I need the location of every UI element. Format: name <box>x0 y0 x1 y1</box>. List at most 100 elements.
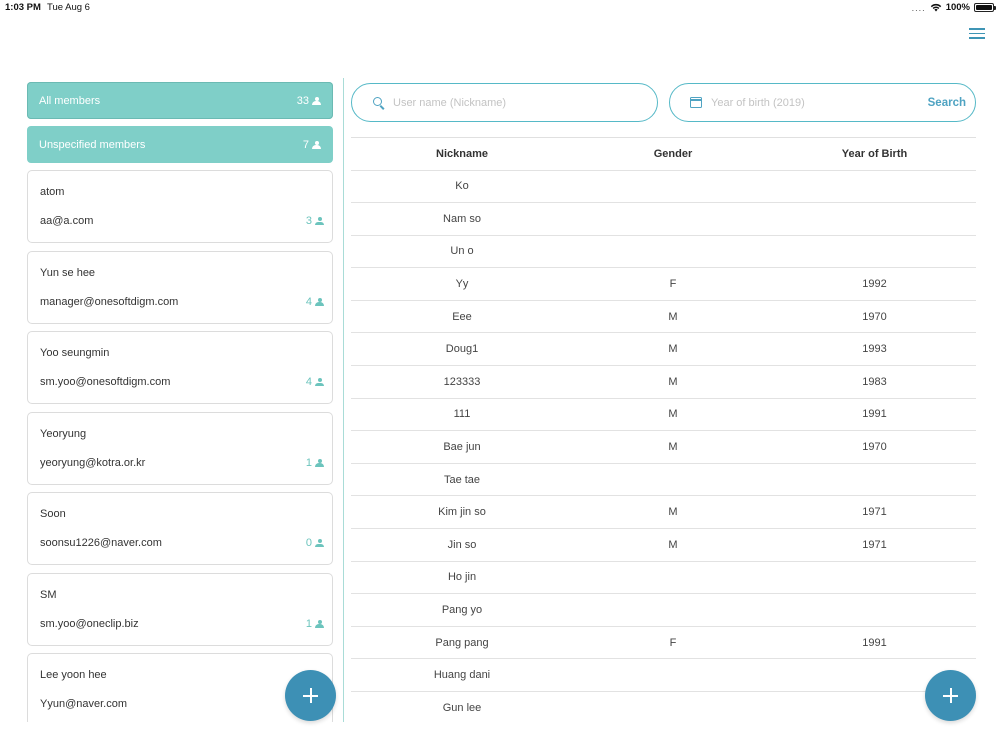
member-card[interactable]: Yeoryung yeoryung@kotra.or.kr 1 <box>27 411 333 485</box>
cell-gender: F <box>573 267 773 301</box>
cell-nickname: Kim jin so <box>351 495 573 529</box>
member-email: sm.yoo@oneclip.biz <box>40 617 139 630</box>
battery-icon <box>974 3 996 12</box>
cell-nickname: Yy <box>351 267 573 301</box>
cell-year-of-birth <box>773 234 976 268</box>
year-of-birth-input[interactable] <box>711 96 928 109</box>
table-row[interactable]: Ko <box>351 169 976 203</box>
cell-gender: M <box>573 495 773 529</box>
search-button[interactable]: Search <box>927 96 966 109</box>
cell-year-of-birth: 1970 <box>773 430 976 464</box>
member-name: atom <box>40 186 65 198</box>
all-members-count: 33 <box>297 95 321 107</box>
table-row[interactable]: Un o <box>351 234 976 268</box>
cell-gender <box>573 234 773 268</box>
cell-gender: M <box>573 397 773 431</box>
member-email: sm.yoo@onesoftdigm.com <box>40 376 171 388</box>
member-count: 4 <box>306 296 324 308</box>
table-row[interactable]: Gun lee <box>351 691 976 722</box>
cell-year-of-birth: 1991 <box>773 397 976 431</box>
add-member-button[interactable] <box>285 670 336 721</box>
member-email: aa@a.com <box>40 215 94 227</box>
table-header-row: Nickname Gender Year of Birth <box>351 138 976 170</box>
cell-gender: F <box>573 625 773 659</box>
cell-nickname: Huang dani <box>351 658 573 692</box>
cell-nickname: Nam so <box>351 202 573 236</box>
member-count: 1 <box>306 457 324 469</box>
column-header-gender[interactable]: Gender <box>653 147 693 160</box>
column-header-year-of-birth[interactable]: Year of Birth <box>841 147 908 160</box>
member-count: 4 <box>306 376 324 388</box>
cell-nickname: Ho jin <box>351 560 573 594</box>
cell-gender: M <box>573 528 773 562</box>
hamburger-menu-icon[interactable] <box>969 28 985 40</box>
status-indicators: .... 100% <box>912 2 996 13</box>
member-name: Soon <box>40 508 66 520</box>
table-row[interactable]: Jin so M 1971 <box>351 528 976 562</box>
status-bar: 1:03 PM Tue Aug 6 .... 100% <box>0 0 1000 16</box>
person-icon <box>315 378 324 386</box>
member-name: Yeoryung <box>40 427 87 440</box>
table-row[interactable]: Nam so <box>351 202 976 236</box>
cell-nickname: Pang pang <box>351 625 573 659</box>
member-card[interactable]: Lee yoon hee Yyun@naver.com <box>27 653 333 722</box>
table-row[interactable]: 111 M 1991 <box>351 397 976 431</box>
table-row[interactable]: Ho jin <box>351 560 976 594</box>
cell-nickname: Ko <box>351 169 573 203</box>
column-header-nickname[interactable]: Nickname <box>436 147 488 160</box>
cell-nickname: Tae tae <box>351 462 573 496</box>
person-icon <box>315 217 324 225</box>
table-row[interactable]: Bae jun M 1970 <box>351 430 976 464</box>
table-row[interactable]: Doug1 M 1993 <box>351 332 976 366</box>
person-icon <box>312 96 321 105</box>
unspecified-members-label: Unspecified members <box>39 138 146 151</box>
search-icon <box>373 96 385 109</box>
table-body: Ko Nam so Un o Yy F 1992 Eee M 1970 Doug1 M 1993 123… <box>351 169 976 722</box>
table-row[interactable]: Yy F 1992 <box>351 267 976 301</box>
cell-nickname: Un o <box>351 234 573 268</box>
cell-gender <box>573 691 773 722</box>
wifi-icon <box>930 3 941 12</box>
table-row[interactable]: Eee M 1970 <box>351 299 976 333</box>
unspecified-members-button[interactable]: Unspecified members 7 <box>27 126 333 163</box>
member-email: Yyun@naver.com <box>40 698 127 710</box>
panel-divider <box>343 78 344 722</box>
member-name: Lee yoon hee <box>40 669 107 681</box>
cell-gender <box>573 593 773 627</box>
battery-percent: 100% <box>945 2 970 13</box>
cell-year-of-birth: 1971 <box>773 528 976 562</box>
table-row[interactable]: Pang yo <box>351 593 976 627</box>
member-email: manager@onesoftdigm.com <box>40 295 179 308</box>
member-card[interactable]: atom aa@a.com 3 <box>27 170 333 243</box>
member-card[interactable]: SM sm.yoo@oneclip.biz 1 <box>27 572 333 646</box>
all-members-button[interactable]: All members 33 <box>27 82 333 119</box>
cell-gender <box>573 658 773 692</box>
add-user-button[interactable] <box>925 670 976 721</box>
cell-year-of-birth <box>773 593 976 627</box>
cell-gender: M <box>573 430 773 464</box>
cell-year-of-birth: 1970 <box>773 299 976 333</box>
member-name: Yoo seungmin <box>40 347 110 359</box>
nickname-search-input[interactable] <box>393 96 657 109</box>
member-card[interactable]: Yoo seungmin sm.yoo@onesoftdigm.com 4 <box>27 331 333 404</box>
cell-nickname: Pang yo <box>351 593 573 627</box>
table-row[interactable]: 123333 M 1983 <box>351 365 976 399</box>
member-card[interactable]: Yun se hee manager@onesoftdigm.com 4 <box>27 250 333 324</box>
member-count: 0 <box>306 537 324 549</box>
member-card[interactable]: Soon soonsu1226@naver.com 0 <box>27 492 333 565</box>
table-row[interactable]: Kim jin so M 1971 <box>351 495 976 529</box>
cell-gender: M <box>573 299 773 333</box>
member-email: soonsu1226@naver.com <box>40 537 162 549</box>
cell-year-of-birth <box>773 169 976 203</box>
person-icon <box>315 297 324 306</box>
year-search-field[interactable]: Search <box>669 83 976 122</box>
table-row[interactable]: Tae tae <box>351 462 976 496</box>
nickname-search-field[interactable] <box>351 83 658 122</box>
table-row[interactable]: Pang pang F 1991 <box>351 625 976 659</box>
cell-year-of-birth <box>773 560 976 594</box>
cell-nickname: Bae jun <box>351 430 573 464</box>
cell-gender: M <box>573 332 773 366</box>
cell-gender <box>573 169 773 203</box>
member-table: Nickname Gender Year of Birth Ko Nam so Un… <box>351 137 976 722</box>
table-row[interactable]: Huang dani <box>351 658 976 692</box>
